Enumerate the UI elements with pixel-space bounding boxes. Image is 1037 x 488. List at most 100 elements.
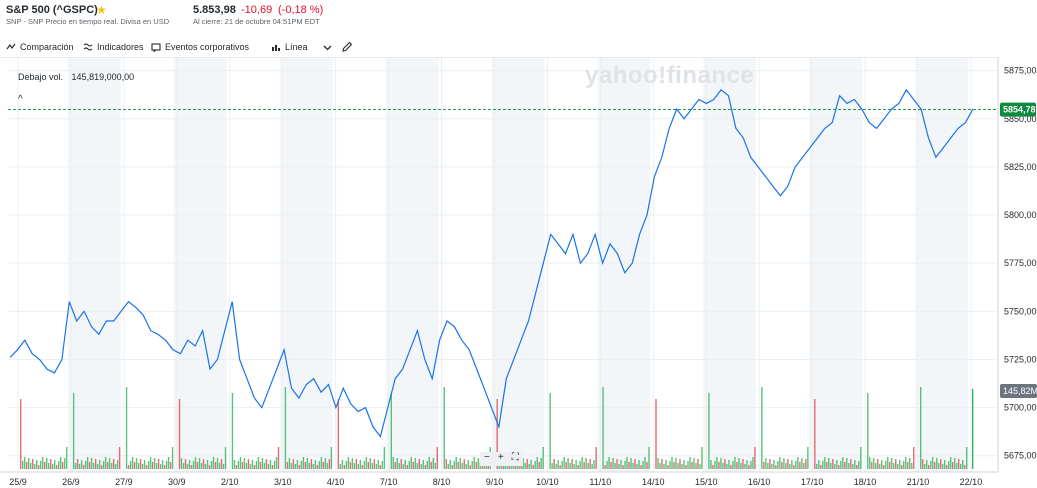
volume-bar xyxy=(920,387,922,469)
x-tick-label: 7/10 xyxy=(380,477,398,487)
zoom-out-button[interactable]: − xyxy=(484,452,490,463)
volume-bar xyxy=(532,465,534,469)
volume-bar xyxy=(632,463,634,469)
x-tick-label: 18/10 xyxy=(854,477,877,487)
volume-bar xyxy=(814,399,816,469)
volume-bar xyxy=(950,457,952,469)
indicators-button[interactable]: Indicadores xyxy=(83,38,144,56)
volume-bar xyxy=(434,463,436,469)
volume-bar xyxy=(469,465,471,469)
volume-bar xyxy=(791,460,793,469)
volume-bar xyxy=(147,461,150,469)
volume-bar xyxy=(253,465,256,469)
volume-bar xyxy=(895,459,897,469)
volume-bar xyxy=(954,458,956,469)
volume-bar xyxy=(962,460,964,469)
volume-bar xyxy=(720,458,722,469)
volume-bar xyxy=(394,462,396,469)
volume-bar xyxy=(306,458,309,469)
volume-bar xyxy=(783,458,785,469)
volume-bar xyxy=(852,464,854,469)
day-band xyxy=(173,58,227,472)
volume-bar xyxy=(90,458,93,469)
pencil-icon[interactable] xyxy=(341,38,353,56)
volume-bar xyxy=(856,465,858,469)
comparison-button[interactable]: Comparación xyxy=(6,38,74,56)
ticker-subtitle: SNP - SNP Precio en tiempo real. Divisa … xyxy=(6,17,170,26)
volume-bar xyxy=(375,464,378,469)
volume-bar xyxy=(879,464,881,469)
x-tick-label: 3/10 xyxy=(274,477,292,487)
x-tick-label: 15/10 xyxy=(695,477,718,487)
events-button[interactable]: Eventos corporativos xyxy=(151,38,249,56)
volume-bar xyxy=(897,464,899,469)
volume-bar xyxy=(369,458,372,469)
volume-bar xyxy=(398,463,400,469)
volume-bar xyxy=(180,458,183,469)
volume-bar xyxy=(911,463,913,469)
volume-bar xyxy=(98,460,101,469)
chevron-down-icon[interactable] xyxy=(323,38,332,56)
indicators-icon xyxy=(83,43,93,51)
volume-bar xyxy=(432,458,434,469)
volume-bar xyxy=(716,457,718,469)
volume-bar xyxy=(642,461,644,469)
volume-bar xyxy=(412,462,414,469)
volume-bar xyxy=(761,387,763,469)
comparison-label: Comparación xyxy=(20,42,74,52)
volume-bar xyxy=(667,465,669,469)
volume-bar xyxy=(956,463,958,469)
volume-bar xyxy=(353,463,356,469)
volume-bar xyxy=(850,459,852,469)
volume-bar xyxy=(734,457,736,469)
volume-bar xyxy=(257,457,260,469)
volume-bar xyxy=(563,457,565,469)
volume-bar xyxy=(222,464,225,469)
volume-bar xyxy=(145,465,148,469)
fit-button[interactable]: ⛶ xyxy=(511,452,519,463)
volume-bar xyxy=(567,458,569,469)
volume-bar xyxy=(190,465,193,469)
volume-bar xyxy=(420,464,422,469)
volume-bar xyxy=(30,463,32,469)
volume-bar xyxy=(828,458,830,469)
volume-bar xyxy=(565,462,567,469)
volume-bar xyxy=(952,462,954,469)
chart-type-label: Línea xyxy=(285,42,308,52)
volume-bar xyxy=(836,460,838,469)
volume-bar xyxy=(36,460,38,469)
volume-bar xyxy=(626,457,628,469)
volume-bar xyxy=(534,461,536,469)
volume-bar xyxy=(693,458,695,469)
volume-bar xyxy=(610,462,612,469)
close-note: Al cierre: 21 de octubre 04:51PM EDT xyxy=(193,17,320,26)
volume-bar xyxy=(746,460,748,469)
volume-bar xyxy=(708,393,710,469)
collapse-caret-icon[interactable]: ^ xyxy=(18,94,23,105)
volume-bar xyxy=(763,462,765,469)
volume-bar xyxy=(854,460,856,469)
volume-bar xyxy=(483,464,485,469)
star-icon[interactable]: ★ xyxy=(96,3,107,17)
x-tick-label: 30/9 xyxy=(168,477,186,487)
volume-bar xyxy=(294,464,297,469)
volume-bar xyxy=(76,459,79,469)
volume-bar xyxy=(414,458,416,469)
chart-type-select[interactable]: Línea xyxy=(271,38,308,56)
volume-bar xyxy=(424,465,426,469)
volume-bar xyxy=(402,464,404,469)
volume-bar xyxy=(661,459,663,469)
volume-bar xyxy=(848,463,850,469)
volume-bar xyxy=(137,463,140,469)
volume-bar xyxy=(781,462,783,469)
volume-bar xyxy=(726,464,728,469)
volume-bar xyxy=(471,461,473,469)
zoom-in-button[interactable]: + xyxy=(497,452,504,463)
volume-bar xyxy=(22,461,24,469)
volume-bar xyxy=(184,459,187,469)
volume-bar xyxy=(114,464,117,469)
volume-bar xyxy=(657,458,659,469)
volume-bar xyxy=(838,465,840,469)
volume-bar xyxy=(824,457,826,469)
